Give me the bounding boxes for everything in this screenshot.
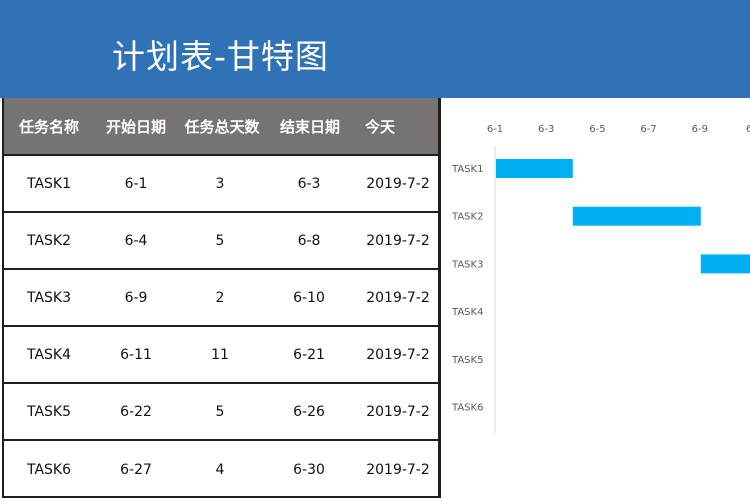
x-tick-label: 6-1 — [487, 124, 503, 135]
page-title: 计划表-甘特图 — [112, 37, 329, 76]
start-date-cell: 6-9 — [124, 289, 148, 306]
end-date-cell: 6-8 — [297, 232, 321, 249]
title-bar: 计划表-甘特图 — [0, 0, 750, 98]
table-row: TASK4 6-11 11 6-21 2019-7-2 — [4, 327, 438, 384]
y-category-label: TASK2 — [451, 212, 483, 223]
start-date-cell: 6-1 — [124, 175, 148, 192]
task-name-cell: TASK3 — [26, 289, 72, 306]
task-name-cell: TASK2 — [26, 232, 72, 249]
y-category-label: TASK3 — [451, 259, 483, 270]
start-date-cell: 6-22 — [120, 403, 152, 420]
table-row: TASK3 6-9 2 6-10 2019-7-2 — [4, 270, 438, 327]
x-tick-label: 6-5 — [589, 124, 605, 135]
today-cell: 2019-7-2 — [366, 232, 430, 249]
total-days-cell: 4 — [215, 461, 225, 478]
end-date-cell: 6-30 — [293, 461, 325, 478]
gantt-bar — [700, 254, 750, 274]
task-name-cell: TASK5 — [26, 403, 72, 420]
total-days-cell: 11 — [211, 346, 229, 363]
gantt-chart: 6-1 6-3 6-5 6-7 6-9 6- TASK1 TASK2 TASK3 TASK4 TAS… — [443, 98, 750, 498]
end-date-cell: 6-3 — [297, 175, 321, 192]
total-days-cell: 2 — [215, 289, 225, 306]
x-tick-label: 6-7 — [640, 124, 656, 135]
total-days-cell: 3 — [215, 175, 225, 192]
header-end-date: 结束日期 — [279, 117, 340, 136]
task-name-cell: TASK1 — [26, 175, 72, 192]
gantt-svg: 6-1 6-3 6-5 6-7 6-9 6- TASK1 TASK2 TASK3 TASK4 TAS… — [451, 124, 750, 433]
today-cell: 2019-7-2 — [366, 403, 430, 420]
table-row: TASK2 6-4 5 6-8 2019-7-2 — [4, 213, 438, 270]
header-today: 今天 — [364, 117, 395, 136]
task-name-cell: TASK4 — [26, 346, 72, 363]
gantt-bar — [572, 206, 701, 226]
header-total-days: 任务总天数 — [184, 117, 260, 136]
x-tick-label: 6-9 — [692, 124, 708, 135]
today-cell: 2019-7-2 — [366, 461, 430, 478]
today-cell: 2019-7-2 — [366, 175, 430, 192]
table-header-row: 任务名称 开始日期 任务总天数 结束日期 今天 — [4, 98, 438, 156]
y-category-label: TASK6 — [451, 403, 483, 414]
table-row: TASK6 6-27 4 6-30 2019-7-2 — [4, 441, 438, 498]
today-cell: 2019-7-2 — [366, 346, 430, 363]
table-row: TASK5 6-22 5 6-26 2019-7-2 — [4, 384, 438, 441]
end-date-cell: 6-21 — [293, 346, 325, 363]
start-date-cell: 6-4 — [124, 232, 148, 249]
start-date-cell: 6-27 — [120, 461, 152, 478]
y-category-label: TASK4 — [451, 307, 483, 318]
start-date-cell: 6-11 — [120, 346, 152, 363]
header-task-name: 任务名称 — [18, 117, 79, 136]
gantt-bar — [496, 159, 573, 178]
today-cell: 2019-7-2 — [366, 289, 430, 306]
task-name-cell: TASK6 — [26, 461, 72, 478]
end-date-cell: 6-10 — [293, 289, 325, 306]
table-row: TASK1 6-1 3 6-3 2019-7-2 — [4, 156, 438, 213]
y-category-label: TASK1 — [451, 164, 483, 175]
header-start-date: 开始日期 — [105, 117, 166, 136]
task-table: 任务名称 开始日期 任务总天数 结束日期 今天 TASK1 6-1 3 6-3 2019… — [2, 98, 441, 498]
y-category-label: TASK5 — [451, 355, 483, 366]
end-date-cell: 6-26 — [293, 403, 325, 420]
x-tick-label: 6- — [746, 124, 750, 135]
x-tick-label: 6-3 — [538, 124, 554, 135]
total-days-cell: 5 — [215, 403, 225, 420]
total-days-cell: 5 — [215, 232, 225, 249]
